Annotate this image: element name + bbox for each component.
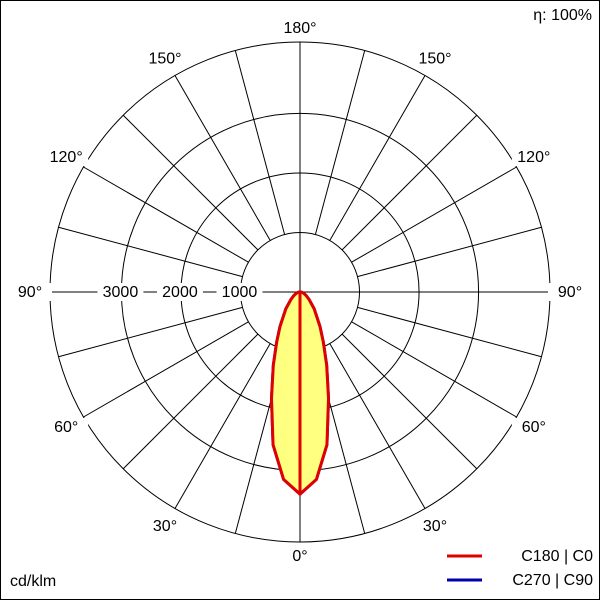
angle-tick-label: 120° — [517, 149, 550, 166]
r-tick-label: 1000 — [222, 284, 258, 301]
angle-tick-label: 150° — [418, 50, 451, 67]
intensity-curve — [298, 290, 330, 496]
grid-spoke — [83, 321, 249, 418]
grid-spoke — [329, 343, 426, 509]
angle-tick-label: 60° — [522, 419, 546, 436]
tick-label-bg — [278, 19, 322, 37]
grid-spoke — [122, 333, 259, 470]
legend-label: C180 | C0 — [521, 548, 593, 565]
tick-label-bg — [548, 283, 592, 301]
efficiency-note: η: 100% — [533, 7, 592, 24]
angle-tick-label: 30° — [423, 518, 447, 535]
grid-spoke — [234, 50, 286, 235]
grid-spoke — [351, 321, 517, 418]
tick-label-bg — [143, 516, 187, 535]
angle-tick-label: 150° — [148, 50, 181, 67]
grid-spoke — [357, 306, 542, 358]
grid-spoke — [341, 333, 478, 470]
tick-label-bg — [216, 283, 263, 301]
tick-label-bg — [44, 148, 89, 166]
angle-tick-label: 90° — [558, 284, 582, 301]
grid-spoke — [174, 75, 271, 241]
angle-tick-label: 90° — [18, 284, 42, 301]
grid-spoke — [351, 166, 517, 263]
intensity-curve — [270, 290, 302, 496]
r-tick-label: 2000 — [162, 284, 198, 301]
grid-spoke — [341, 114, 478, 251]
unit-label: cd/klm — [10, 573, 56, 590]
tick-label-bg — [278, 547, 322, 565]
grid-spoke — [83, 166, 249, 263]
grid-spoke — [314, 50, 366, 235]
tick-label-bg — [511, 148, 556, 166]
angle-tick-label: 0° — [292, 548, 307, 565]
tick-label-bg — [413, 49, 457, 68]
angle-tick-label: 30° — [153, 518, 177, 535]
tick-label-bg — [413, 516, 457, 535]
tick-label-bg — [156, 283, 203, 301]
r-tick-label: 3000 — [103, 284, 139, 301]
grid-spoke — [174, 343, 271, 509]
grid-spoke — [329, 75, 426, 241]
angle-tick-label: 180° — [283, 20, 316, 37]
tick-label-bg — [8, 283, 52, 301]
grid-spoke — [58, 226, 243, 278]
legend-label: C270 | C90 — [512, 572, 593, 589]
grid-spoke — [357, 226, 542, 278]
angle-tick-label: 120° — [50, 149, 83, 166]
grid-spoke — [58, 306, 243, 358]
angle-tick-label: 60° — [54, 419, 78, 436]
tick-label-bg — [143, 49, 187, 68]
tick-label-bg — [44, 418, 89, 436]
grid-spoke — [122, 114, 259, 251]
tick-label-bg — [97, 283, 144, 301]
tick-label-bg — [511, 418, 556, 436]
